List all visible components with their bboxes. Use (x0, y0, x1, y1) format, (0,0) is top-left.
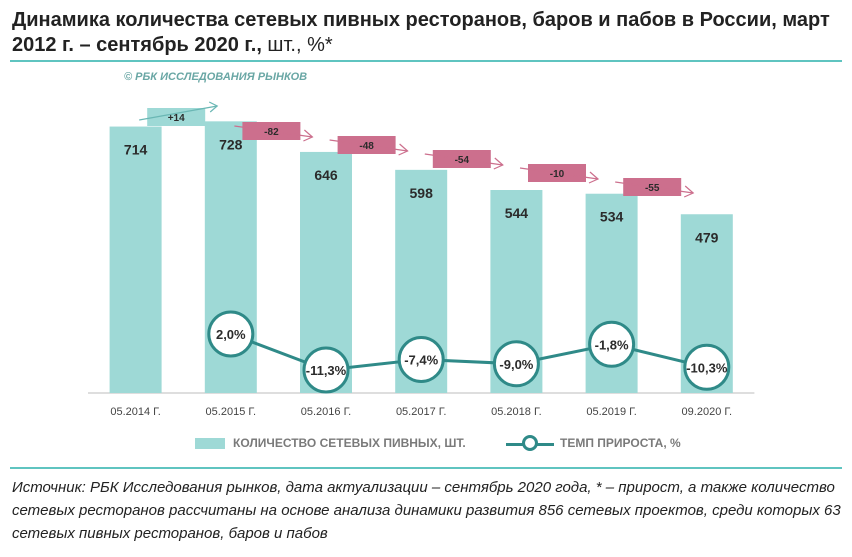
growth-marker-7 (683, 343, 731, 391)
growth-label-3: -11,3% (306, 363, 347, 378)
growth-label-6: -1,8% (595, 337, 629, 352)
top-divider (10, 60, 842, 62)
chart-title-main: Динамика количества сетевых пивных ресто… (12, 9, 830, 56)
source-note: Источник: РБК Исследования рынков, дата … (12, 479, 841, 542)
svg-text:-54: -54 (455, 155, 470, 166)
chart-title-units: шт., %* (261, 34, 333, 56)
x-tick-label-2: 05.2015 Г. (206, 406, 257, 418)
copyright-label: © РБК ИССЛЕДОВАНИЯ РЫНКОВ (124, 71, 308, 83)
bar-value-label-4: 598 (410, 185, 434, 201)
legend-bar-swatch (195, 438, 225, 449)
svg-text:-48: -48 (359, 141, 374, 152)
growth-marker-5 (492, 340, 540, 388)
bottom-divider (10, 467, 842, 469)
growth-label-5: -9,0% (499, 357, 533, 372)
svg-text:+14: +14 (168, 113, 185, 124)
change-arrow-5: -10 (519, 164, 600, 184)
bar-value-label-2: 728 (219, 136, 243, 152)
bar-value-label-1: 714 (124, 142, 148, 158)
legend-line-marker (522, 435, 538, 451)
bar-value-label-6: 534 (600, 209, 624, 225)
bar-1 (109, 126, 162, 393)
x-tick-label-5: 05.2018 Г. (491, 406, 542, 418)
svg-text:-82: -82 (264, 127, 279, 138)
legend-line-label: ТЕМП ПРИРОСТА, % (560, 436, 681, 450)
change-arrow-1: +14 (139, 101, 219, 126)
x-tick-label-6: 05.2019 Г. (586, 406, 637, 418)
x-tick-label-7: 09.2020 Г. (682, 406, 733, 418)
svg-text:-10: -10 (550, 169, 565, 180)
growth-marker-4 (397, 335, 445, 383)
legend-bar-label: КОЛИЧЕСТВО СЕТЕВЫХ ПИВНЫХ, ШТ. (233, 436, 466, 450)
growth-marker-6 (588, 320, 636, 368)
growth-label-4: -7,4% (404, 352, 438, 367)
x-tick-label-3: 05.2016 Г. (301, 406, 352, 418)
change-arrow-3: -48 (329, 136, 409, 156)
growth-marker-2 (207, 310, 255, 358)
growth-label-2: 2,0% (216, 327, 246, 342)
change-arrow-6: -55 (615, 178, 695, 198)
x-tick-label-4: 05.2017 Г. (396, 406, 447, 418)
change-arrow-2: -82 (234, 122, 314, 142)
x-tick-label-1: 05.2014 Г. (110, 406, 161, 418)
bar-value-label-5: 544 (505, 205, 529, 221)
bar-value-label-3: 646 (314, 167, 338, 183)
svg-text:-55: -55 (645, 183, 660, 194)
change-arrow-4: -54 (424, 150, 504, 170)
growth-marker-3 (302, 346, 350, 394)
chart-title: Динамика количества сетевых пивных ресто… (12, 8, 842, 58)
bar-value-label-7: 479 (695, 229, 719, 245)
growth-label-7: -10,3% (686, 360, 728, 375)
